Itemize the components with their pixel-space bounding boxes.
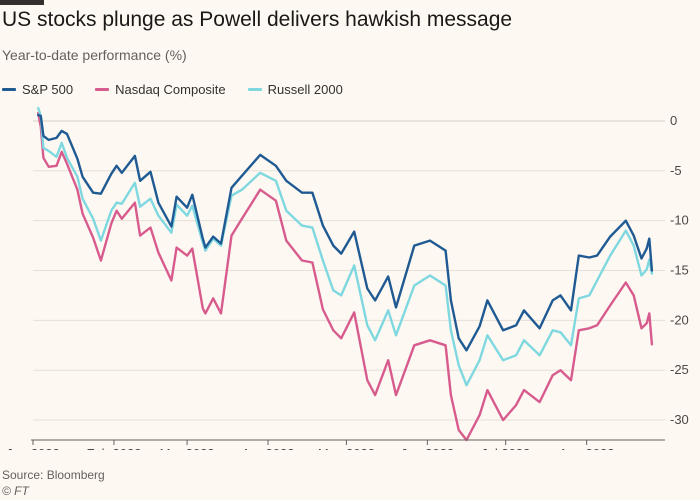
chart-title: US stocks plunge as Powell delivers hawk… — [2, 8, 513, 31]
y-tick-label-4: -20 — [670, 312, 689, 327]
series-line-nasdaq — [37, 111, 654, 442]
x-tick-label-6: Jul 2022 — [481, 446, 530, 450]
legend-item-sp500: S&P 500 — [2, 82, 73, 97]
series-line-sp500 — [37, 113, 654, 352]
series-lines — [37, 106, 654, 442]
series-line-russell — [37, 106, 654, 387]
legend-label-nasdaq: Nasdaq Composite — [115, 81, 226, 97]
y-tick-label-6: -30 — [670, 412, 689, 427]
axes: 0 -5 -10 -15 -20 -25 -30 Jan 2022 Feb 2022 Mar 20… — [6, 113, 689, 450]
y-tick-label-1: -5 — [670, 163, 682, 178]
y-tick-label-3: -15 — [670, 263, 689, 278]
legend-swatch-nasdaq — [95, 87, 110, 91]
x-tick-label-1: Feb 2022 — [86, 446, 141, 450]
source-note: Source: Bloomberg — [2, 468, 105, 482]
x-tick-label-0: Jan 2022 — [6, 446, 60, 450]
legend-label-russell: Russell 2000 — [267, 81, 343, 97]
x-tick-label-2: Mar 2022 — [160, 446, 215, 450]
line-chart: 0 -5 -10 -15 -20 -25 -30 Jan 2022 Feb 2022 Mar 20… — [6, 106, 689, 450]
header-accent-bar — [0, 0, 44, 5]
legend-item-russell: Russell 2000 — [247, 81, 343, 97]
legend-swatch-sp500 — [2, 87, 16, 91]
legend-swatch-russell — [247, 87, 262, 91]
y-tick-label-5: -25 — [670, 362, 689, 377]
x-tick-label-3: Apr 2022 — [242, 446, 295, 450]
chart-legend: S&P 500 Nasdaq Composite Russell 2000 — [2, 80, 365, 98]
legend-label-sp500: S&P 500 — [22, 81, 74, 97]
y-tick-label-0: 0 — [670, 113, 677, 128]
chart-subtitle: Year-to-date performance (%) — [2, 47, 187, 63]
x-tick-label-5: Jun 2022 — [401, 446, 455, 450]
x-tick-label-4: May 2022 — [318, 446, 375, 450]
credit-note: © FT — [2, 484, 29, 498]
y-tick-label-2: -10 — [670, 213, 689, 228]
legend-item-nasdaq: Nasdaq Composite — [95, 82, 226, 97]
x-tick-label-7: Aug 2022 — [559, 446, 615, 450]
